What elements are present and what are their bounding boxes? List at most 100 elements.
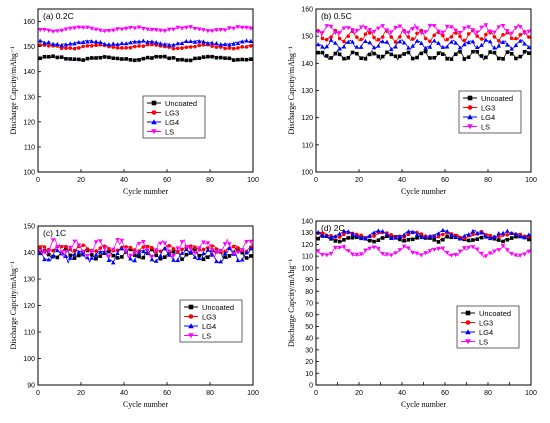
data-point-uncoated xyxy=(415,55,419,60)
data-point-uncoated xyxy=(398,54,402,59)
data-point-lg4 xyxy=(509,46,514,51)
data-point-uncoated xyxy=(445,56,449,61)
data-point-lg4 xyxy=(239,257,245,262)
data-point-lg3 xyxy=(423,36,428,41)
data-point-ls xyxy=(380,24,385,29)
data-point-lg4 xyxy=(171,42,176,47)
data-point-lg4 xyxy=(231,41,236,46)
data-point-uncoated xyxy=(201,55,206,59)
y-tick-label: 50 xyxy=(305,324,313,331)
data-point-ls xyxy=(166,27,172,32)
legend-marker xyxy=(465,339,471,345)
x-tick-label: 0 xyxy=(314,177,318,184)
y-tick-label: 40 xyxy=(305,336,313,343)
data-point-lg3 xyxy=(359,37,363,42)
data-point-ls xyxy=(149,254,155,260)
data-point-lg3 xyxy=(120,46,124,50)
data-point-ls xyxy=(337,245,342,250)
y-tick-label: 30 xyxy=(305,347,313,354)
data-point-lg3 xyxy=(428,39,432,44)
data-point-ls xyxy=(222,242,228,247)
x-tick-label: 60 xyxy=(441,390,449,397)
data-point-uncoated xyxy=(436,240,441,244)
data-point-uncoated xyxy=(367,238,372,243)
data-point-lg4 xyxy=(397,234,403,239)
data-point-ls xyxy=(214,250,219,255)
data-point-ls xyxy=(162,241,168,246)
data-point-lg3 xyxy=(223,46,227,51)
data-point-ls xyxy=(46,249,52,254)
panel-label: (b) 0.5C xyxy=(321,11,352,21)
data-point-ls xyxy=(453,253,459,258)
legend-label: LG4 xyxy=(165,118,179,127)
x-tick-label: 20 xyxy=(77,177,85,184)
y-tick-label: 160 xyxy=(301,7,313,14)
data-point-lg4 xyxy=(509,230,514,236)
data-point-uncoated xyxy=(107,249,111,254)
data-point-lg3 xyxy=(509,36,514,41)
data-point-ls xyxy=(192,26,198,32)
legend-label: LG3 xyxy=(202,312,216,321)
data-point-lg4 xyxy=(449,233,454,238)
data-point-lg4 xyxy=(209,40,215,45)
data-point-lg3 xyxy=(320,231,325,236)
data-point-ls xyxy=(358,25,364,30)
legend-label: LG3 xyxy=(479,318,493,327)
data-point-ls xyxy=(110,28,116,33)
data-point-ls xyxy=(72,239,77,244)
data-point-lg4 xyxy=(72,41,77,46)
data-point-lg3 xyxy=(188,45,193,49)
data-point-lg3 xyxy=(492,35,497,39)
legend-label: LS xyxy=(202,331,211,340)
data-point-uncoated xyxy=(81,58,85,62)
data-point-uncoated xyxy=(111,253,116,258)
data-point-uncoated xyxy=(163,255,167,259)
legend-label: LS xyxy=(165,127,174,136)
data-point-lg4 xyxy=(393,235,398,240)
data-point-uncoated xyxy=(385,234,389,239)
y-tick-label: 140 xyxy=(23,250,35,257)
data-point-lg3 xyxy=(64,46,68,50)
data-point-lg3 xyxy=(59,46,64,50)
data-point-uncoated xyxy=(188,58,193,63)
y-tick-label: 120 xyxy=(23,119,35,126)
data-point-ls xyxy=(474,30,480,35)
data-point-uncoated xyxy=(466,55,471,60)
data-point-uncoated xyxy=(406,237,411,242)
panel-label: (a) 0.2C xyxy=(43,11,74,21)
data-point-ls xyxy=(248,239,253,244)
y-axis-label: Discharge Capcity/mAhg⁻¹ xyxy=(9,46,18,135)
data-point-lg4 xyxy=(427,44,433,49)
data-point-ls xyxy=(119,27,125,32)
y-tick-label: 70 xyxy=(305,301,313,308)
data-point-uncoated xyxy=(145,55,150,60)
data-point-lg4 xyxy=(388,235,394,241)
data-point-lg4 xyxy=(153,258,159,263)
data-point-lg4 xyxy=(89,255,95,260)
data-point-uncoated xyxy=(94,56,98,60)
data-point-lg3 xyxy=(475,34,480,38)
data-point-ls xyxy=(316,30,321,35)
y-tick-label: 100 xyxy=(23,356,35,363)
legend-label: Uncoated xyxy=(479,309,511,318)
data-point-ls xyxy=(158,241,163,246)
data-point-lg3 xyxy=(193,44,197,49)
data-point-uncoated xyxy=(249,57,253,61)
data-point-lg3 xyxy=(372,234,376,238)
data-point-ls xyxy=(141,27,146,32)
data-point-lg3 xyxy=(501,32,505,37)
data-point-lg4 xyxy=(414,232,420,237)
data-point-ls xyxy=(333,245,338,251)
data-point-uncoated xyxy=(240,57,245,62)
data-point-uncoated xyxy=(509,52,514,56)
data-point-ls xyxy=(496,248,502,253)
data-point-ls xyxy=(179,240,185,245)
data-point-ls xyxy=(423,30,428,35)
data-point-uncoated xyxy=(333,239,338,243)
data-point-lg4 xyxy=(67,41,73,46)
data-point-uncoated xyxy=(46,252,51,257)
data-point-lg4 xyxy=(175,41,181,46)
data-point-lg4 xyxy=(248,246,253,251)
data-point-ls xyxy=(376,247,381,252)
chart-panel-4: 0 20 40 60 80 100 0 10 20 30 40 50 60 70 80 90 100 110 120… xyxy=(287,219,537,410)
